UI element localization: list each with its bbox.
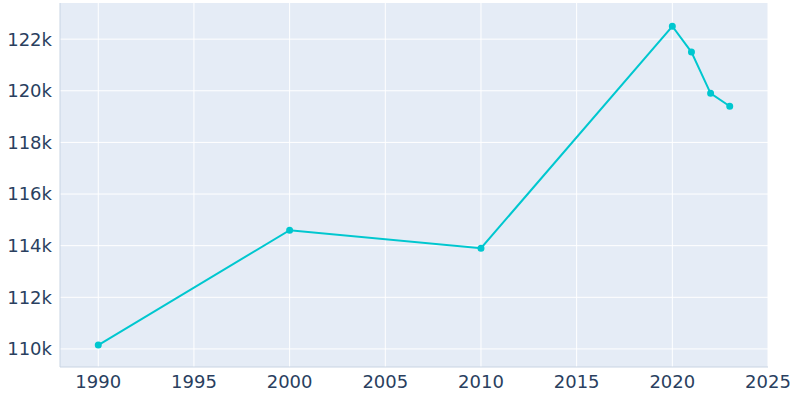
svg-text:2005: 2005 xyxy=(362,371,408,392)
svg-text:116k: 116k xyxy=(8,183,53,204)
svg-text:112k: 112k xyxy=(8,287,53,308)
svg-text:122k: 122k xyxy=(8,29,53,50)
svg-text:120k: 120k xyxy=(8,80,53,101)
svg-text:110k: 110k xyxy=(8,338,53,359)
svg-text:2000: 2000 xyxy=(267,371,313,392)
svg-text:2010: 2010 xyxy=(458,371,504,392)
svg-text:114k: 114k xyxy=(8,235,53,256)
svg-text:1990: 1990 xyxy=(75,371,121,392)
svg-text:118k: 118k xyxy=(8,132,53,153)
svg-text:2020: 2020 xyxy=(649,371,695,392)
svg-text:2015: 2015 xyxy=(554,371,600,392)
svg-text:1995: 1995 xyxy=(171,371,217,392)
svg-text:2025: 2025 xyxy=(745,371,791,392)
